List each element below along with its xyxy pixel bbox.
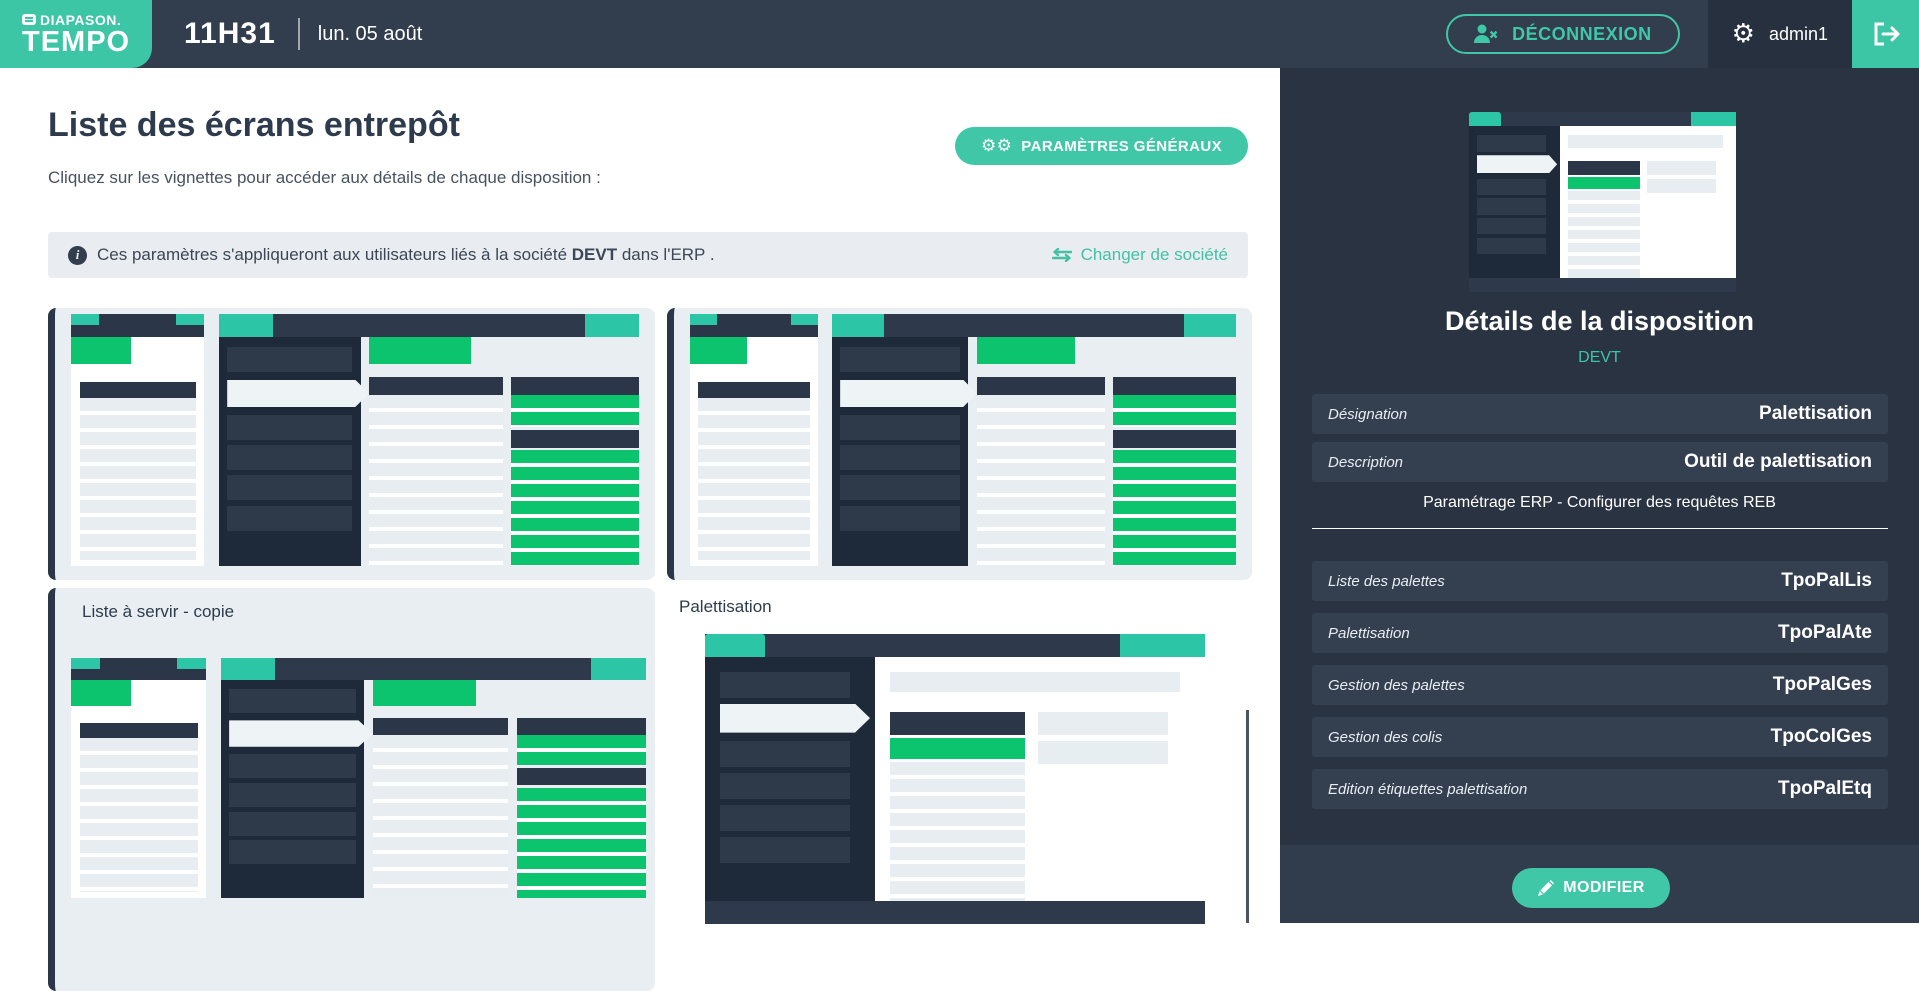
query-label: Gestion des colis [1328, 728, 1443, 746]
user-x-icon [1474, 24, 1500, 44]
screen-card-palettisation[interactable]: Palettisation [667, 588, 1252, 991]
field-designation: Désignation Palettisation [1312, 394, 1888, 434]
clock-time: 11H31 [184, 17, 276, 50]
logout-icon [1872, 22, 1900, 46]
screen-card-partial-1[interactable] [48, 308, 655, 580]
logo-large-text: TEMPO [22, 25, 131, 58]
field-value: Outil de palettisation [1684, 451, 1872, 472]
scrollbar-thumb[interactable] [1246, 710, 1249, 923]
logo-small-row: DIAPASON. [22, 12, 152, 28]
diapason-icon [22, 14, 36, 25]
admin-menu[interactable]: ⚙ admin1 [1707, 0, 1852, 68]
screen-card-liste-a-servir[interactable]: Liste à servir - copie [48, 588, 655, 991]
banner-text-after: dans l'ERP . [617, 245, 715, 264]
query-row: Gestion des colis TpoColGes [1312, 717, 1888, 757]
app-logo: DIAPASON. TEMPO [0, 0, 152, 68]
erp-section-note: Paramétrage ERP - Configurer des requête… [1423, 494, 1776, 511]
banner-sentence: Ces paramètres s'appliqueront aux utilis… [97, 245, 715, 265]
info-icon: i [68, 245, 87, 265]
query-label: Liste des palettes [1328, 572, 1445, 590]
change-company-label: Changer de société [1080, 245, 1228, 264]
details-company: DEVT [1578, 349, 1621, 366]
query-value: TpoPalGes [1772, 674, 1872, 695]
clock-date: lun. 05 août [317, 22, 423, 45]
query-value: TpoPalLis [1781, 570, 1872, 591]
screen-thumbnail [71, 658, 646, 898]
change-company-link[interactable]: Changer de société [1051, 245, 1228, 265]
main-content: Liste des écrans entrepôt Cliquez sur le… [0, 68, 1280, 991]
swap-arrows-icon [1051, 248, 1072, 262]
query-row: Gestion des palettes TpoPalGes [1312, 665, 1888, 705]
username-label: admin1 [1768, 23, 1828, 44]
topbar-divider [297, 18, 300, 50]
card-label: Liste à servir - copie [82, 602, 235, 621]
top-bar: DIAPASON. TEMPO 11H31 lun. 05 août DÉCON… [0, 0, 1919, 68]
screen-card-partial-2[interactable] [667, 308, 1252, 580]
details-title: Détails de la disposition [1444, 306, 1755, 336]
banner-company: DEVT [571, 245, 618, 264]
query-row: Palettisation TpoPalAte [1312, 613, 1888, 653]
card-label: Palettisation [679, 597, 772, 616]
query-row: Edition étiquettes palettisation TpoPalE… [1312, 769, 1888, 809]
disconnect-label: DÉCONNEXION [1512, 23, 1652, 44]
pencil-icon [1537, 879, 1555, 897]
logout-button[interactable] [1852, 0, 1919, 68]
field-label: Description [1328, 453, 1404, 471]
modify-button[interactable]: MODIFIER [1512, 868, 1670, 908]
screen-thumbnail [71, 314, 639, 566]
banner-text: i Ces paramètres s'appliqueront aux util… [68, 245, 715, 265]
query-label: Edition étiquettes palettisation [1328, 780, 1528, 798]
general-settings-button[interactable]: ⚙⚙ PARAMÈTRES GÉNÉRAUX [955, 127, 1248, 165]
gear-icon[interactable]: ⚙ [1731, 19, 1755, 49]
query-value: TpoColGes [1770, 726, 1872, 747]
disconnect-button[interactable]: DÉCONNEXION [1446, 14, 1680, 54]
company-info-banner: i Ces paramètres s'appliqueront aux util… [48, 232, 1248, 278]
logo-small-text: DIAPASON. [40, 11, 122, 28]
screen-thumbnail [690, 314, 1236, 566]
query-value: TpoPalAte [1778, 622, 1872, 643]
query-label: Gestion des palettes [1328, 676, 1465, 694]
gears-icon: ⚙⚙ [981, 135, 1013, 156]
field-description: Description Outil de palettisation [1312, 442, 1888, 482]
section-divider [1312, 528, 1888, 529]
page-title: Liste des écrans entrepôt [48, 106, 460, 144]
field-value: Palettisation [1759, 403, 1872, 424]
selected-screen-thumbnail [1469, 112, 1736, 292]
modify-label: MODIFIER [1563, 879, 1645, 896]
query-row: Liste des palettes TpoPalLis [1312, 561, 1888, 601]
details-sidebar: Détails de la disposition DEVT Désignati… [1280, 68, 1919, 923]
field-label: Désignation [1328, 405, 1408, 423]
query-value: TpoPalEtq [1778, 778, 1872, 799]
screen-thumbnail [705, 634, 1205, 924]
banner-text-before: Ces paramètres s'appliqueront aux utilis… [97, 245, 572, 264]
general-settings-label: PARAMÈTRES GÉNÉRAUX [1021, 137, 1222, 155]
query-label: Palettisation [1328, 624, 1410, 642]
page-subtitle: Cliquez sur les vignettes pour accéder a… [48, 168, 601, 187]
